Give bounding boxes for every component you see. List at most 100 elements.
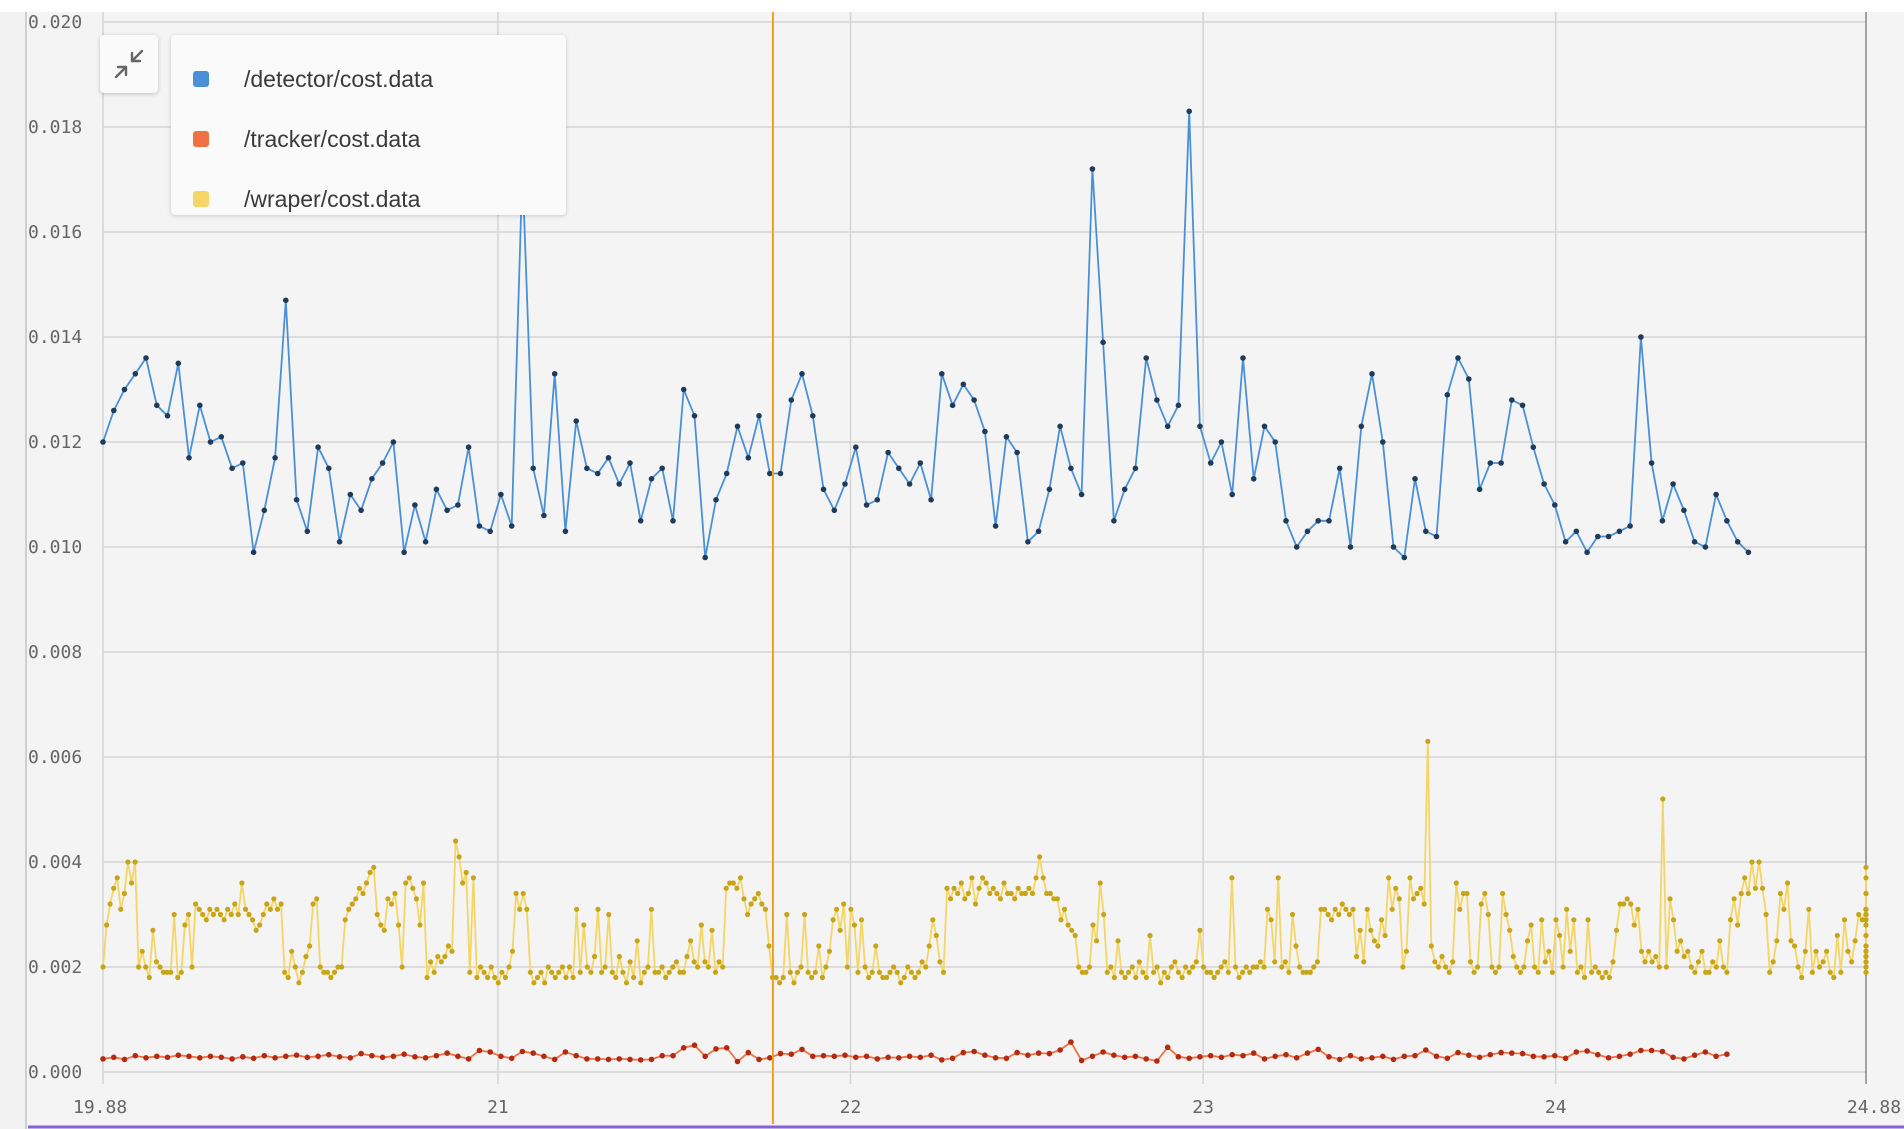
data-point [1863, 911, 1869, 918]
data-point [1724, 1051, 1730, 1057]
data-point [1660, 796, 1666, 802]
series-layer [100, 108, 1869, 1065]
tick-labels: 0.000 0.002 0.004 0.006 0.008 0.010 0.012 0.014… [28, 12, 1901, 1118]
data-point [930, 917, 936, 923]
data-point [937, 959, 943, 965]
data-point [412, 502, 418, 508]
data-point [1412, 476, 1418, 482]
data-point [777, 470, 784, 477]
data-point [1240, 969, 1246, 975]
data-point [906, 481, 913, 487]
data-point [1863, 906, 1869, 912]
data-point [1695, 959, 1701, 965]
data-point [1111, 974, 1117, 981]
data-point [1380, 1053, 1386, 1060]
data-point [1581, 974, 1588, 981]
data-point [799, 371, 805, 377]
data-point [1321, 906, 1328, 912]
data-point [272, 455, 278, 461]
data-point [1236, 974, 1242, 981]
data-point [563, 974, 569, 981]
x-tick-label: 21 [487, 1097, 509, 1118]
data-point [858, 917, 865, 923]
data-point [498, 1053, 504, 1060]
collapse-legend-button[interactable] [100, 35, 158, 93]
data-point [369, 1052, 375, 1059]
data-point [606, 911, 612, 918]
data-point [431, 969, 437, 975]
data-point [293, 1052, 300, 1058]
data-point [1745, 890, 1751, 897]
data-point [303, 953, 309, 960]
data-point [157, 964, 163, 970]
y-tick-label: 0.018 [28, 117, 82, 138]
data-point [1653, 953, 1659, 960]
data-point [1560, 964, 1566, 970]
data-point [637, 1057, 644, 1063]
data-point [442, 953, 448, 960]
data-point [574, 906, 580, 912]
data-point [487, 1049, 494, 1055]
data-point [1423, 528, 1429, 535]
data-point [485, 974, 491, 981]
data-point [613, 974, 619, 981]
data-point [1616, 528, 1623, 535]
data-point [1400, 964, 1406, 970]
data-point [1347, 544, 1354, 550]
data-point [271, 896, 277, 902]
data-point [246, 911, 252, 918]
data-point [1375, 943, 1381, 949]
data-point [396, 922, 402, 928]
data-point [1072, 932, 1078, 939]
data-point [1304, 969, 1310, 975]
data-point [702, 554, 708, 561]
data-point [1097, 880, 1103, 886]
legend-item-wraper[interactable]: /wraper/cost.data [171, 179, 566, 219]
data-point [476, 523, 483, 529]
legend-item-tracker[interactable]: /tracker/cost.data [171, 119, 566, 159]
data-point [1025, 539, 1031, 545]
data-point [1674, 948, 1680, 954]
data-point [1514, 964, 1520, 970]
data-point [463, 869, 469, 876]
data-point [217, 911, 224, 918]
data-point [371, 864, 377, 870]
data-point [460, 880, 466, 886]
data-point [1079, 969, 1085, 975]
data-point [185, 911, 192, 918]
data-point [1519, 402, 1526, 409]
data-point [759, 901, 765, 907]
data-point [939, 1057, 945, 1063]
data-point [1692, 969, 1698, 975]
data-point [951, 885, 957, 891]
data-point [1040, 875, 1046, 881]
data-point [517, 906, 523, 912]
data-point [1078, 1057, 1085, 1064]
data-point [1432, 959, 1438, 965]
data-point [154, 402, 160, 409]
y-tick-label: 0.006 [28, 747, 82, 768]
legend-swatch-detector [193, 71, 209, 87]
y-tick-label: 0.014 [28, 327, 82, 348]
data-point [638, 980, 644, 986]
data-point [880, 974, 886, 981]
data-point [1466, 1052, 1472, 1058]
data-point [691, 413, 698, 419]
data-point [438, 959, 444, 965]
data-point [492, 974, 498, 981]
data-point [1557, 932, 1563, 939]
legend-item-detector[interactable]: /detector/cost.data [171, 59, 566, 99]
data-point [756, 413, 762, 419]
data-point [1336, 911, 1342, 918]
data-point [1058, 917, 1064, 923]
data-point [1852, 938, 1858, 944]
data-point [1681, 1056, 1687, 1062]
data-point [1272, 439, 1278, 445]
data-point [1315, 1046, 1321, 1053]
data-point [218, 1054, 225, 1061]
data-point [321, 969, 327, 975]
data-point [616, 953, 623, 960]
data-point [520, 890, 526, 897]
data-point [413, 896, 419, 902]
